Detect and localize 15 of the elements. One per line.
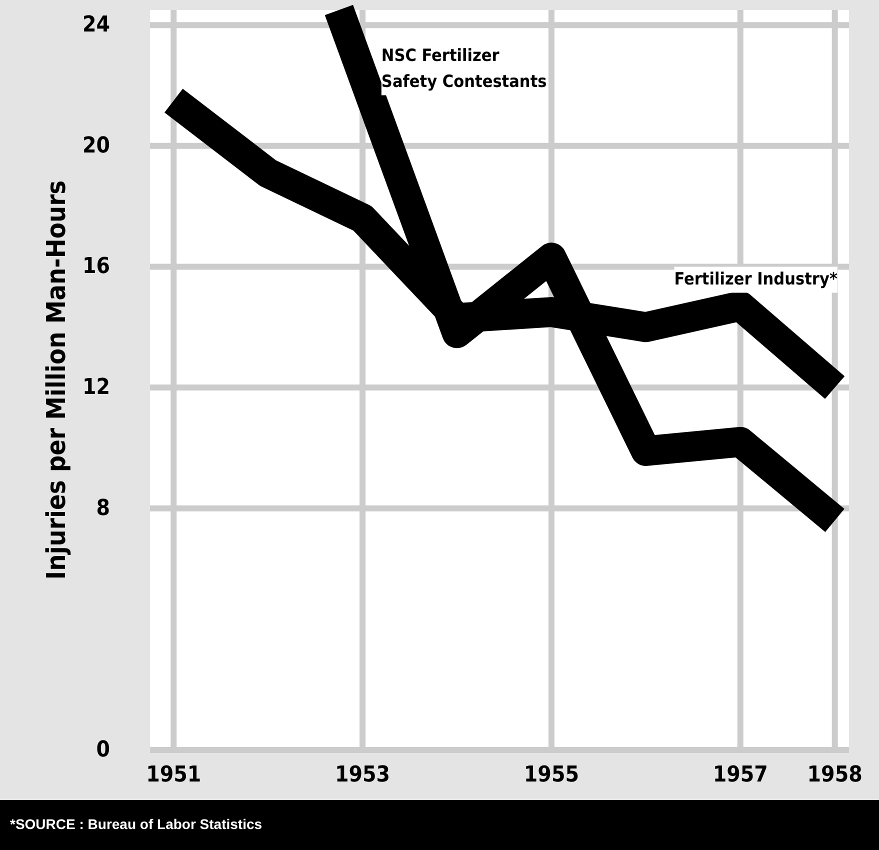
x-tick-label: 1955 <box>524 762 579 788</box>
y-tick-label: 8 <box>96 496 110 521</box>
y-axis-title: Injuries per Million Man-Hours <box>42 180 72 580</box>
y-tick-label: 24 <box>82 12 110 38</box>
series-label: Fertilizer Industry* <box>674 270 838 290</box>
y-tick-label: 0 <box>96 738 110 762</box>
y-tick-label: 20 <box>82 133 110 158</box>
y-tick-label: 16 <box>82 254 110 280</box>
x-tick-label: 1958 <box>807 762 862 788</box>
x-tick-label: 1953 <box>334 762 390 788</box>
x-tick-label: 1951 <box>146 762 202 788</box>
y-tick-label: 12 <box>82 375 110 400</box>
text: *SOURCE : Bureau of Labor Statistics <box>10 816 264 832</box>
x-tick-label: 1957 <box>712 762 768 788</box>
series-label: NSC Fertilizer Safety Contestants <box>381 46 547 92</box>
